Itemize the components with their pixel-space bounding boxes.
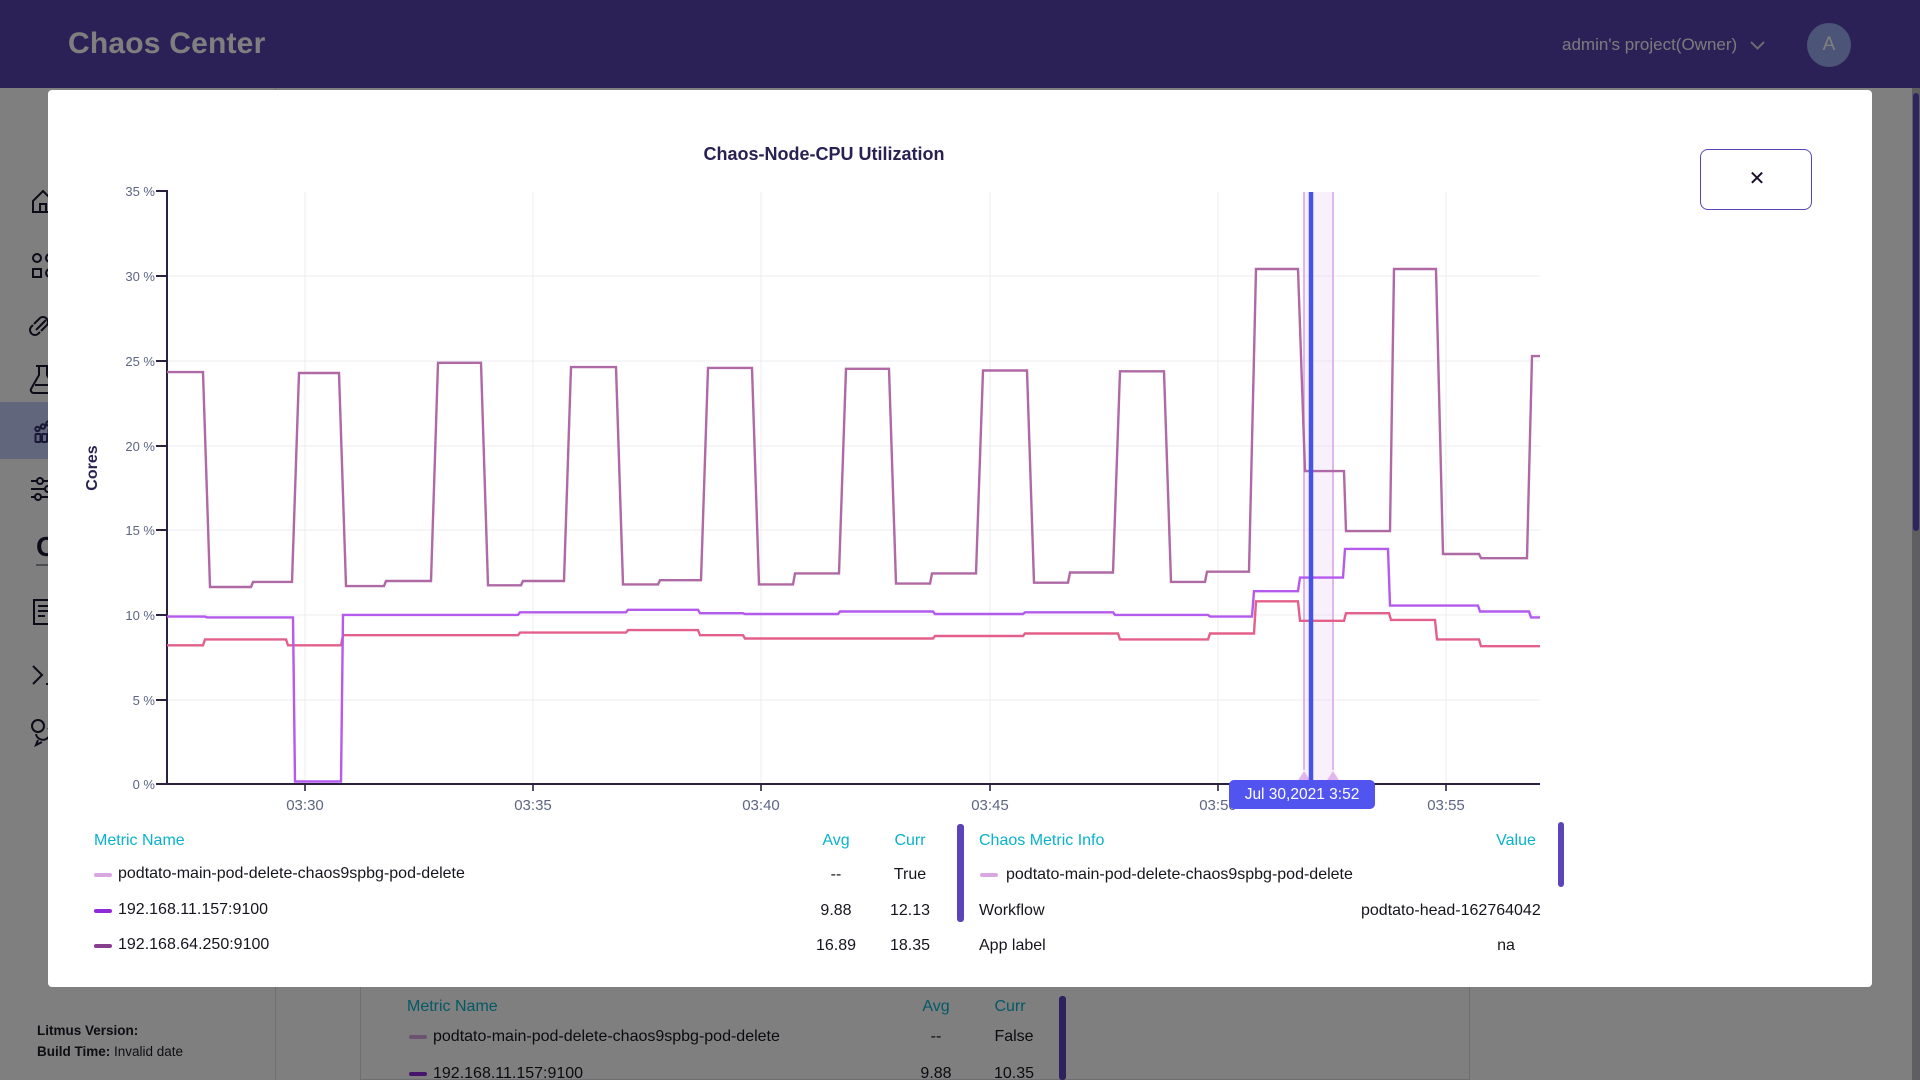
svg-text:0 %: 0 % — [133, 777, 156, 792]
svg-text:Cores: Cores — [84, 445, 101, 490]
svg-text:03:35: 03:35 — [514, 797, 552, 814]
svg-text:03:45: 03:45 — [971, 797, 1009, 814]
svg-text:03:30: 03:30 — [286, 797, 324, 814]
svg-text:03:55: 03:55 — [1427, 797, 1465, 814]
svg-text:5 %: 5 % — [133, 693, 156, 708]
svg-text:20 %: 20 % — [125, 439, 155, 454]
svg-text:10 %: 10 % — [125, 608, 155, 623]
svg-text:03:50: 03:50 — [1199, 797, 1237, 814]
svg-text:25 %: 25 % — [125, 354, 155, 369]
svg-text:35 %: 35 % — [125, 184, 155, 199]
svg-text:30 %: 30 % — [125, 269, 155, 284]
svg-text:15 %: 15 % — [125, 523, 155, 538]
svg-text:03:40: 03:40 — [742, 797, 780, 814]
